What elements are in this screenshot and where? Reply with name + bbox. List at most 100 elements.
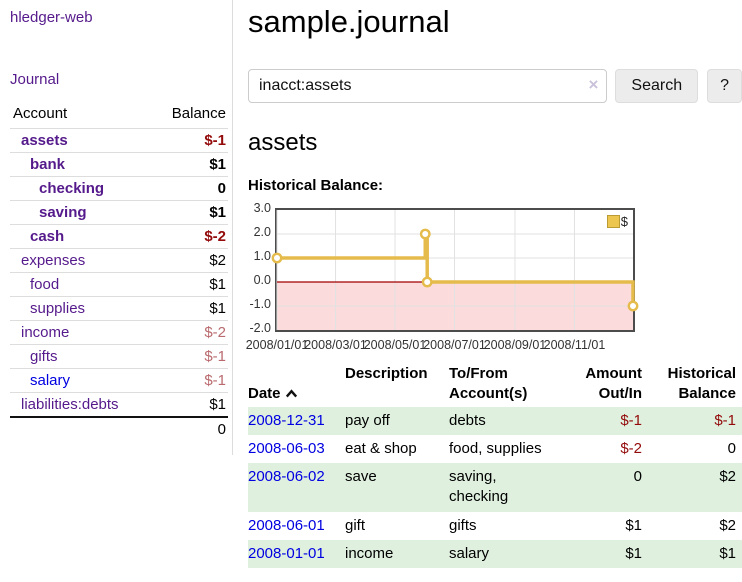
y-axis-tick: -1.0 — [249, 297, 271, 311]
accounts-header-account: Account — [13, 105, 68, 122]
y-axis-tick: 0.0 — [253, 273, 271, 287]
account-link-income[interactable]: income — [21, 324, 70, 341]
amount-cell: $-2 — [620, 439, 642, 457]
account-balance: $1 — [151, 296, 228, 321]
description-cell: eat & shop — [345, 439, 417, 457]
chart-canvas — [271, 210, 639, 330]
account-link-assets[interactable]: assets — [21, 132, 68, 149]
y-axis-tick: -2.0 — [249, 321, 271, 335]
accounts-header-balance: Balance — [171, 105, 226, 122]
x-axis-tick: 2008/09/01 — [483, 338, 547, 352]
y-axis-tick: 3.0 — [253, 201, 271, 215]
x-axis-tick: 2008/05/01 — [363, 338, 427, 352]
description-cell: save — [345, 468, 377, 485]
balance-cell: $2 — [719, 468, 736, 485]
account-balance: $-1 — [151, 344, 228, 369]
account-row: food $1 — [10, 272, 228, 297]
account-link-liabilities-debts[interactable]: liabilities:debts — [21, 396, 119, 413]
register-row: 2008-01-01 income salary $1 $1 — [248, 539, 742, 568]
account-link-gifts[interactable]: gifts — [30, 348, 58, 365]
description-cell: gift — [345, 516, 366, 534]
account-row: cash $-2 — [10, 224, 228, 249]
y-axis-tick: 1.0 — [253, 249, 271, 263]
account-link-supplies[interactable]: supplies — [30, 300, 86, 317]
main-content: sample.journal × Search ? assets Histori… — [246, 0, 742, 568]
description-cell: income — [345, 544, 394, 562]
account-link-checking[interactable]: checking — [39, 180, 105, 197]
date-header[interactable]: Date — [248, 362, 345, 407]
balance-header: Historical Balance — [667, 365, 736, 403]
amount-cell: $-1 — [620, 411, 642, 429]
account-row: checking 0 — [10, 176, 228, 201]
balance-cell: 0 — [727, 439, 736, 457]
x-axis-tick: 2008/11/01 — [543, 338, 606, 352]
help-button[interactable]: ? — [707, 69, 742, 103]
sidebar-item-journal[interactable]: Journal — [10, 71, 60, 88]
account-balance: $-2 — [151, 224, 228, 249]
account-link-bank[interactable]: bank — [30, 156, 66, 173]
sort-ascending-icon — [285, 389, 297, 398]
amount-header: Amount Out/In — [585, 365, 642, 403]
account-row: supplies $1 — [10, 296, 228, 321]
balance-chart: $ 3.0 2.0 1.0 0.0 -1.0 -2.0 2008/01/01 2008/03/… — [246, 201, 742, 353]
account-balance: 0 — [151, 176, 228, 201]
account-link-salary[interactable]: salary — [30, 372, 71, 389]
y-axis-tick: 2.0 — [253, 225, 271, 239]
account-balance: $1 — [151, 272, 228, 297]
account-balance: $-1 — [151, 128, 228, 153]
register-table: Date Description To/From Account(s) Amou… — [248, 362, 742, 568]
date-link[interactable]: 2008-01-01 — [248, 544, 325, 562]
account-row: expenses $2 — [10, 248, 228, 273]
page-title: sample.journal — [248, 4, 450, 39]
balance-cell: $1 — [719, 544, 736, 562]
account-row: salary $-1 — [10, 368, 228, 393]
app-title-link[interactable]: hledger-web — [10, 9, 93, 26]
date-link[interactable]: 2008-06-02 — [248, 468, 325, 485]
account-link-food[interactable]: food — [30, 276, 60, 293]
sidebar-divider — [232, 0, 233, 455]
account-row: liabilities:debts $1 — [10, 392, 228, 417]
register-row: 2008-12-31 pay off debts $-1 $-1 — [248, 406, 742, 435]
search-box: × — [248, 69, 608, 103]
accounts-cell: food, supplies — [449, 439, 542, 457]
search-input[interactable] — [248, 69, 608, 103]
register-row: 2008-06-03 eat & shop food, supplies $-2 0 — [248, 435, 742, 463]
amount-cell: $1 — [625, 544, 642, 562]
account-balance: $1 — [151, 392, 228, 417]
account-balance: $2 — [151, 248, 228, 273]
account-row: assets $-1 — [10, 128, 228, 153]
search-button[interactable]: Search — [615, 69, 699, 103]
account-row: gifts $-1 — [10, 344, 228, 369]
chart-title: Historical Balance: — [248, 177, 384, 194]
account-balance: $-1 — [151, 368, 228, 393]
description-header: Description — [345, 365, 428, 382]
clear-search-icon[interactable]: × — [588, 75, 599, 94]
accounts-table: Account Balance assets $-1 bank $1 checking 0… — [10, 100, 228, 441]
x-axis-tick: 2008/07/01 — [423, 338, 486, 352]
account-row: income $-2 — [10, 320, 228, 345]
balance-cell: $2 — [719, 516, 736, 534]
account-link-cash[interactable]: cash — [30, 228, 65, 245]
chart-legend: $ — [606, 214, 628, 229]
accounts-cell: salary — [449, 544, 490, 562]
accounts-cell: gifts — [449, 516, 477, 534]
account-row: bank $1 — [10, 152, 228, 177]
chart-plot-area: $ — [271, 208, 639, 332]
amount-cell: 0 — [633, 468, 642, 485]
total-spacer — [10, 416, 152, 441]
balance-cell: $-1 — [714, 411, 736, 429]
accounts-total-row: 0 — [10, 416, 228, 441]
account-balance: $-2 — [151, 320, 228, 345]
total-balance: 0 — [151, 416, 228, 441]
account-heading: assets — [248, 129, 318, 156]
description-cell: pay off — [345, 411, 390, 429]
date-link[interactable]: 2008-12-31 — [248, 411, 325, 429]
date-link[interactable]: 2008-06-01 — [248, 516, 325, 534]
date-link[interactable]: 2008-06-03 — [248, 439, 325, 457]
account-link-saving[interactable]: saving — [39, 204, 87, 221]
legend-swatch — [606, 215, 620, 228]
accounts-cell: debts — [449, 411, 486, 429]
search-form: × Search ? — [248, 69, 742, 103]
account-balance: $1 — [151, 200, 228, 225]
account-link-expenses[interactable]: expenses — [21, 252, 86, 269]
